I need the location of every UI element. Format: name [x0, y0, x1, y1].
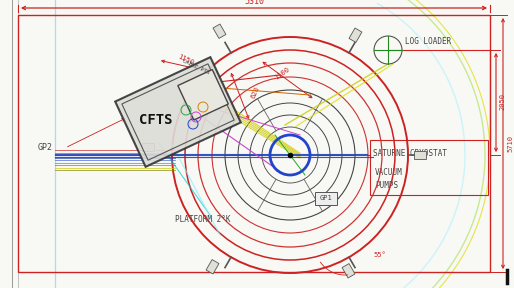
Text: CFTS: CFTS: [139, 113, 173, 127]
Text: SATURNE CRYOSTAT: SATURNE CRYOSTAT: [373, 149, 447, 158]
Bar: [414, 151, 426, 159]
Text: 5310: 5310: [244, 0, 264, 6]
Text: GP1: GP1: [320, 195, 333, 201]
Text: CABLE PTS: CABLE PTS: [181, 58, 210, 75]
Polygon shape: [115, 57, 241, 167]
Text: 1100: 1100: [273, 66, 291, 80]
Bar: [206, 259, 219, 274]
Text: GP2: GP2: [38, 143, 53, 153]
Bar: [370, 140, 488, 195]
Bar: [142, 143, 154, 151]
Text: LOG LOADER: LOG LOADER: [405, 37, 451, 46]
Text: VACUUM
PUMPS: VACUUM PUMPS: [375, 168, 403, 190]
Bar: [213, 24, 226, 38]
Text: 2050: 2050: [499, 94, 505, 111]
Text: PLATFORM 2°K: PLATFORM 2°K: [175, 215, 230, 225]
Text: 55°: 55°: [374, 252, 387, 258]
Text: 1150: 1150: [177, 54, 195, 66]
Bar: [349, 28, 362, 42]
Bar: [18, 15, 490, 272]
Polygon shape: [178, 69, 228, 120]
Bar: [342, 264, 355, 278]
Bar: [315, 192, 337, 205]
Text: 620: 620: [250, 85, 261, 99]
Text: 5710: 5710: [507, 134, 513, 151]
